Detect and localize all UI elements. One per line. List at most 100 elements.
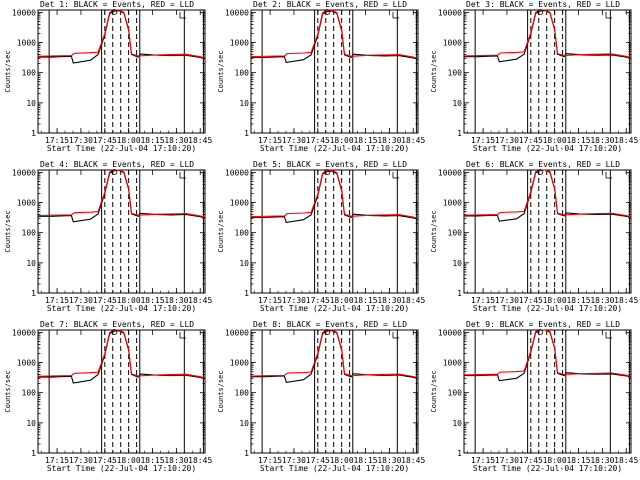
panel-title: Det 7: BLACK = Events, RED = LLD	[40, 320, 194, 329]
y-tick-label: 10	[26, 419, 36, 428]
x-tick-label: 18:45	[188, 456, 212, 465]
plot-frame	[37, 9, 206, 134]
y-tick-label: 1	[31, 289, 36, 298]
panel-title: Det 8: BLACK = Events, RED = LLD	[253, 320, 407, 329]
detector-panel-6: Det 6: BLACK = Events, RED = LLD 1 10 100 10…	[430, 160, 638, 313]
y-tick-label: 100	[448, 229, 463, 238]
x-axis-label: Start Time (22-Jul-04 17:10:20)	[473, 144, 622, 153]
y-tick-label: 1	[457, 449, 462, 458]
x-tick-label: 18:00	[117, 296, 141, 305]
y-tick-label: 10	[452, 259, 462, 268]
x-tick-label: 18:15	[140, 296, 164, 305]
x-tick-label: 17:15	[471, 136, 495, 145]
series-line-events	[38, 10, 206, 64]
y-tick-label: 1	[457, 129, 462, 138]
y-tick-label: 10	[239, 99, 249, 108]
x-tick-label: 17:15	[45, 456, 69, 465]
y-tick-label: 10	[26, 99, 36, 108]
x-tick-label: 17:30	[69, 296, 93, 305]
y-tick-label: 1000	[17, 39, 36, 48]
plot-frame	[463, 169, 632, 294]
x-axis-label: Start Time (22-Jul-04 17:10:20)	[47, 464, 196, 473]
y-tick-label: 100	[448, 69, 463, 78]
x-axis-label: Start Time (22-Jul-04 17:10:20)	[47, 144, 196, 153]
y-axis-label: Counts/sec	[4, 370, 12, 412]
plot-frame	[250, 9, 419, 134]
x-axis-label: Start Time (22-Jul-04 17:10:20)	[260, 464, 409, 473]
x-tick-label: 18:30	[164, 136, 188, 145]
y-axis-label: Counts/sec	[430, 370, 438, 412]
plot-frame	[463, 9, 632, 134]
x-tick-label: 17:45	[306, 136, 330, 145]
peak-marker	[324, 329, 331, 335]
y-tick-label: 100	[235, 229, 250, 238]
panel-title: Det 1: BLACK = Events, RED = LLD	[40, 0, 194, 9]
x-axis-label: Start Time (22-Jul-04 17:10:20)	[473, 304, 622, 313]
x-tick-label: 17:45	[306, 456, 330, 465]
x-tick-label: 17:45	[519, 136, 543, 145]
y-axis-label: Counts/sec	[217, 370, 225, 412]
detector-panel-2: Det 2: BLACK = Events, RED = LLD 1 10 100 10…	[217, 0, 425, 153]
x-tick-label: 17:15	[471, 296, 495, 305]
y-tick-label: 1	[244, 289, 249, 298]
panel-title: Det 2: BLACK = Events, RED = LLD	[253, 0, 407, 9]
x-tick-label: 18:45	[188, 136, 212, 145]
x-tick-label: 18:15	[140, 136, 164, 145]
y-axis-label: Counts/sec	[217, 50, 225, 92]
series-line-lld	[37, 329, 206, 379]
x-tick-label: 18:30	[164, 456, 188, 465]
series-line-lld	[37, 169, 206, 218]
x-tick-label: 18:15	[353, 296, 377, 305]
x-tick-label: 18:30	[377, 136, 401, 145]
detector-panel-5: Det 5: BLACK = Events, RED = LLD 1 10 100 10…	[217, 160, 425, 313]
y-tick-label: 1000	[443, 199, 462, 208]
peak-marker	[537, 329, 544, 335]
x-tick-label: 18:45	[401, 136, 425, 145]
x-tick-label: 17:15	[45, 136, 69, 145]
plot-frame	[250, 329, 419, 454]
x-tick-label: 17:45	[93, 136, 117, 145]
panel-title: Det 9: BLACK = Events, RED = LLD	[466, 320, 620, 329]
x-axis-label: Start Time (22-Jul-04 17:10:20)	[260, 304, 409, 313]
x-tick-label: 17:45	[519, 456, 543, 465]
plot-frame	[250, 169, 419, 294]
y-tick-label: 1000	[230, 359, 249, 368]
series-line-lld	[463, 329, 632, 377]
x-tick-label: 18:30	[590, 456, 614, 465]
x-tick-label: 17:45	[93, 296, 117, 305]
x-tick-label: 17:15	[258, 136, 282, 145]
x-tick-label: 18:30	[590, 136, 614, 145]
x-tick-label: 18:30	[377, 456, 401, 465]
y-tick-label: 1000	[17, 199, 36, 208]
panel-title: Det 6: BLACK = Events, RED = LLD	[466, 160, 620, 169]
y-tick-label: 1	[31, 449, 36, 458]
x-tick-label: 18:00	[117, 456, 141, 465]
y-axis-label: Counts/sec	[4, 210, 12, 252]
y-tick-label: 1	[457, 289, 462, 298]
x-tick-label: 17:30	[495, 136, 519, 145]
x-axis-label: Start Time (22-Jul-04 17:10:20)	[473, 464, 622, 473]
x-tick-label: 17:15	[258, 296, 282, 305]
panel-title: Det 5: BLACK = Events, RED = LLD	[253, 160, 407, 169]
x-tick-label: 18:45	[188, 296, 212, 305]
x-tick-label: 18:00	[330, 296, 354, 305]
x-tick-label: 18:00	[543, 456, 567, 465]
x-tick-label: 17:15	[45, 296, 69, 305]
detector-panel-7: Det 7: BLACK = Events, RED = LLD 1 10 100 10…	[4, 320, 212, 473]
series-line-events	[251, 10, 419, 64]
x-tick-label: 18:00	[543, 136, 567, 145]
x-tick-label: 18:30	[590, 296, 614, 305]
y-tick-label: 10000	[225, 328, 249, 337]
y-tick-label: 10000	[438, 8, 462, 17]
x-tick-label: 18:15	[353, 456, 377, 465]
y-tick-label: 1000	[443, 39, 462, 48]
x-tick-label: 18:30	[164, 296, 188, 305]
peak-marker	[324, 169, 331, 175]
peak-marker	[537, 169, 544, 175]
detector-panel-8: Det 8: BLACK = Events, RED = LLD 1 10 100 10…	[217, 320, 425, 473]
y-axis-label: Counts/sec	[4, 50, 12, 92]
panel-title: Det 3: BLACK = Events, RED = LLD	[466, 0, 620, 9]
x-tick-label: 17:45	[93, 456, 117, 465]
x-tick-label: 17:30	[282, 296, 306, 305]
